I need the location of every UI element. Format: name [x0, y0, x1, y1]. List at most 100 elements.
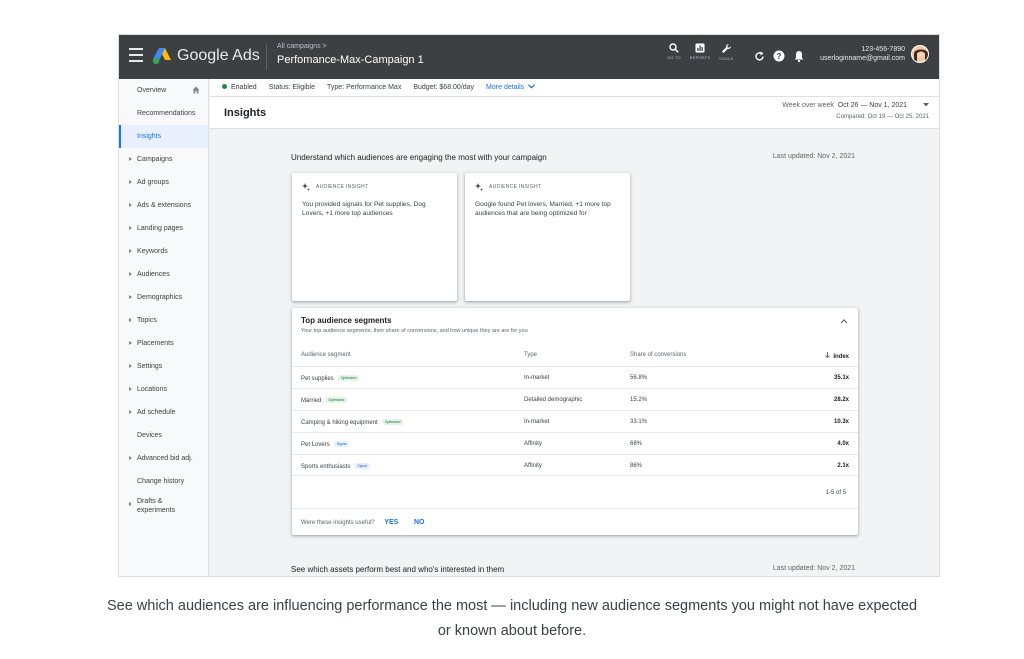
expand-caret-icon — [129, 226, 132, 230]
column-header-type[interactable]: Type — [524, 352, 538, 358]
segment-share: 68% — [630, 441, 643, 447]
sidebar-item-label: Advanced bid adj. — [137, 455, 193, 462]
sidebar-item-ad-groups[interactable]: Ad groups — [119, 171, 208, 194]
audience-insight-card[interactable]: AUDIENCE INSIGHT You provided signals fo… — [292, 173, 457, 301]
table-row[interactable]: Sports enthusiasts Signal Affinity 86% 2.… — [292, 454, 858, 476]
insight-header: AUDIENCE INSIGHT — [489, 184, 542, 190]
period-value: Oct 26 — Nov 1, 2021 — [837, 102, 908, 109]
sidebar-item-placements[interactable]: Placements — [119, 332, 208, 355]
sidebar-item-label: Placements — [137, 340, 174, 347]
refresh-icon[interactable] — [754, 51, 765, 62]
sidebar-item-keywords[interactable]: Keywords — [119, 240, 208, 263]
feedback-bar: Were these insights useful? YES NO — [292, 508, 858, 535]
segment-index: 2.1x — [837, 463, 849, 469]
expand-caret-icon — [129, 387, 132, 391]
sidebar-item-insights[interactable]: Insights — [119, 125, 208, 148]
segment-index: 28.2x — [833, 397, 849, 403]
wrench-icon — [721, 43, 731, 53]
sidebar-item-devices[interactable]: Devices — [119, 424, 208, 447]
sidebar-item-overview[interactable]: Overview — [119, 79, 208, 102]
breadcrumb[interactable]: All campaigns > — [277, 43, 327, 50]
sidebar-item-topics[interactable]: Topics — [119, 309, 208, 332]
sidebar-item-locations[interactable]: Locations — [119, 378, 208, 401]
no-button[interactable]: NO — [413, 519, 425, 526]
sort-arrow-icon — [825, 352, 831, 359]
reports-icon — [695, 43, 705, 53]
sidebar-item-campaigns[interactable]: Campaigns — [119, 148, 208, 171]
sidebar-item-drafts-experiments[interactable]: Drafts & experiments — [119, 493, 189, 519]
sidebar-item-ad-schedule[interactable]: Ad schedule — [119, 401, 208, 424]
enabled-status[interactable]: Enabled — [222, 84, 257, 91]
reports-button[interactable]: REPORTS — [687, 43, 713, 60]
campaign-budget: Budget: $68.00/day — [413, 84, 475, 91]
google-ads-logo — [152, 48, 171, 65]
menu-icon[interactable] — [129, 48, 143, 64]
segment-name: Camping & hiking equipment — [301, 420, 378, 426]
table-header-row: Audience segment Type Share of conversio… — [292, 344, 858, 366]
table-row[interactable]: Pet supplies Optimized In-market 56.8% 35… — [292, 366, 858, 388]
sidebar-item-settings[interactable]: Settings — [119, 355, 208, 378]
segment-type: Affinity — [524, 463, 542, 469]
column-header-index[interactable]: Index — [825, 352, 849, 360]
expand-caret-icon — [129, 203, 132, 207]
more-details-link[interactable]: More details — [486, 84, 536, 91]
segment-name: Sports enthusiasts — [301, 464, 351, 470]
column-header-share[interactable]: Share of conversions — [630, 352, 687, 358]
sidebar-item-label: Campaigns — [137, 156, 173, 163]
sidebar-item-label: Landing pages — [137, 225, 183, 232]
segments-subtitle: Your top audience segments, their share … — [301, 328, 528, 334]
sidebar: Overview Recommendations Insights Campai… — [119, 79, 209, 576]
sidebar-item-label: Change history — [137, 478, 185, 485]
segment-share: 33.1% — [630, 419, 648, 425]
sidebar-item-label: Insights — [137, 133, 162, 140]
signal-badge: Signal — [333, 441, 350, 447]
expand-caret-icon — [129, 249, 132, 253]
expand-caret-icon — [129, 180, 132, 184]
expand-caret-icon — [129, 318, 132, 322]
table-row[interactable]: Pet Lovers Signal Affinity 68% 4.0x — [292, 432, 858, 454]
goto-button[interactable]: GO TO — [661, 43, 687, 60]
sidebar-item-label: Overview — [137, 87, 167, 94]
table-row[interactable]: Married Optimized Detailed demographic 15… — [292, 388, 858, 410]
sidebar-item-label: Topics — [137, 317, 157, 324]
insight-text: You provided signals for Pet supplies, D… — [302, 201, 426, 217]
svg-text:?: ? — [777, 52, 782, 61]
ads-window: Google Ads All campaigns > Perfomance-Ma… — [118, 34, 940, 577]
yes-button[interactable]: YES — [384, 519, 399, 526]
top-audience-segments-card: Top audience segments Your top audience … — [292, 308, 858, 535]
tools-button[interactable]: TOOLS — [713, 43, 739, 61]
sidebar-item-change-history[interactable]: Change history — [119, 470, 208, 493]
segment-name: Pet Lovers — [301, 442, 330, 448]
table-row[interactable]: Camping & hiking equipment Optimized In-m… — [292, 410, 858, 432]
sidebar-item-demographics[interactable]: Demographics — [119, 286, 208, 309]
avatar[interactable] — [911, 45, 929, 63]
reports-label: REPORTS — [689, 55, 711, 60]
sidebar-item-landing-pages[interactable]: Landing pages — [119, 217, 208, 240]
help-icon[interactable]: ? — [773, 50, 785, 62]
expand-caret-icon — [129, 272, 132, 276]
insight-header: AUDIENCE INSIGHT — [316, 184, 369, 190]
expand-caret-icon — [129, 157, 132, 161]
segment-share: 56.8% — [630, 375, 648, 381]
segment-index: 4.0x — [837, 441, 849, 447]
chevron-up-icon[interactable] — [840, 318, 848, 324]
expand-caret-icon — [129, 295, 132, 299]
audience-section-title: Understand which audiences are engaging … — [291, 153, 547, 162]
notification-bell-icon[interactable] — [794, 50, 804, 62]
segment-name: Pet supplies — [301, 376, 334, 382]
last-updated: Last updated: Nov 2, 2021 — [772, 153, 855, 160]
date-range-selector[interactable]: Week over week Oct 26 — Nov 1, 2021 — [782, 102, 929, 109]
column-header-segment[interactable]: Audience segment — [301, 352, 351, 358]
sidebar-item-advanced-bid[interactable]: Advanced bid adj. — [119, 447, 208, 470]
expand-caret-icon — [129, 410, 132, 414]
account-email: userloginname@gmail.com — [820, 55, 905, 62]
signal-badge: Signal — [354, 463, 371, 469]
sidebar-item-recommendations[interactable]: Recommendations — [119, 102, 208, 125]
audience-insight-card[interactable]: AUDIENCE INSIGHT Google found Pet lovers… — [465, 173, 630, 301]
segment-index: 35.1x — [833, 375, 849, 381]
sidebar-item-ads-extensions[interactable]: Ads & extensions — [119, 194, 208, 217]
last-updated: Last updated: Nov 2, 2021 — [772, 565, 855, 572]
sidebar-item-audiences[interactable]: Audiences — [119, 263, 208, 286]
dropdown-arrow-icon — [923, 103, 929, 107]
sparkle-icon — [302, 183, 310, 191]
